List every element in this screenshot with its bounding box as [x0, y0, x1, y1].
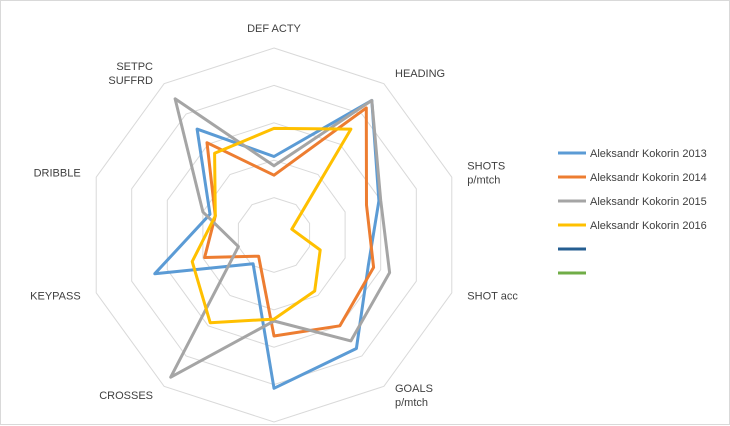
series-line-3 — [169, 97, 392, 379]
axis-label-setpc-suffrd: SETPC SUFFRD — [108, 61, 153, 87]
axis-label-line: GOALS — [395, 383, 433, 395]
legend-label: Aleksandr Kokorin 2013 — [590, 148, 707, 160]
axis-label-shots-p-mtch: SHOTS p/mtch — [467, 161, 505, 187]
axis-label-line: SHOT acc — [467, 291, 518, 303]
legend-label: Aleksandr Kokorin 2015 — [590, 196, 707, 208]
legend[interactable]: Aleksandr Kokorin 2013 Aleksandr Kokorin … — [558, 148, 707, 275]
axis-label-line: p/mtch — [395, 397, 428, 409]
radar-grid — [95, 47, 453, 423]
axis-label-line: KEYPASS — [30, 291, 81, 303]
axis-label-line: CROSSES — [99, 390, 153, 402]
series-line-2 — [203, 106, 376, 338]
gridline-ring-2 — [202, 159, 346, 311]
axis-label-heading: HEADING — [395, 68, 445, 80]
gridline-ring-1 — [237, 197, 311, 273]
axis-labels: DEF ACTY HEADING SHOTS p/mtch SHOT acc GOALS p… — [30, 23, 518, 409]
series-lines — [153, 97, 392, 390]
legend-label: Aleksandr Kokorin 2016 — [590, 220, 707, 232]
axis-label-line: p/mtch — [467, 175, 500, 187]
axis-label-line: SUFFRD — [108, 75, 153, 87]
axis-label-dribble: DRIBBLE — [34, 168, 81, 180]
axis-label-line: SETPC — [116, 61, 153, 73]
axis-label-keypass: KEYPASS — [30, 291, 81, 303]
legend-entry-3[interactable]: Aleksandr Kokorin 2015 — [558, 196, 707, 208]
axis-label-line: SHOTS — [467, 161, 505, 173]
axis-label-goals-p-mtch: GOALS p/mtch — [395, 383, 433, 409]
legend-label: Aleksandr Kokorin 2014 — [590, 172, 707, 184]
legend-entry-2[interactable]: Aleksandr Kokorin 2014 — [558, 172, 707, 184]
axis-label-line: DRIBBLE — [34, 168, 81, 180]
legend-entry-4[interactable]: Aleksandr Kokorin 2016 — [558, 220, 707, 232]
axis-label-line: DEF ACTY — [247, 23, 301, 35]
axis-label-shot-acc: SHOT acc — [467, 291, 518, 303]
series-line-4 — [190, 126, 353, 325]
axis-label-def-acty: DEF ACTY — [247, 23, 301, 35]
axis-label-line: HEADING — [395, 68, 445, 80]
legend-entry-1[interactable]: Aleksandr Kokorin 2013 — [558, 148, 707, 160]
axis-label-crosses: CROSSES — [99, 390, 153, 402]
gridline-ring-5 — [95, 47, 453, 423]
